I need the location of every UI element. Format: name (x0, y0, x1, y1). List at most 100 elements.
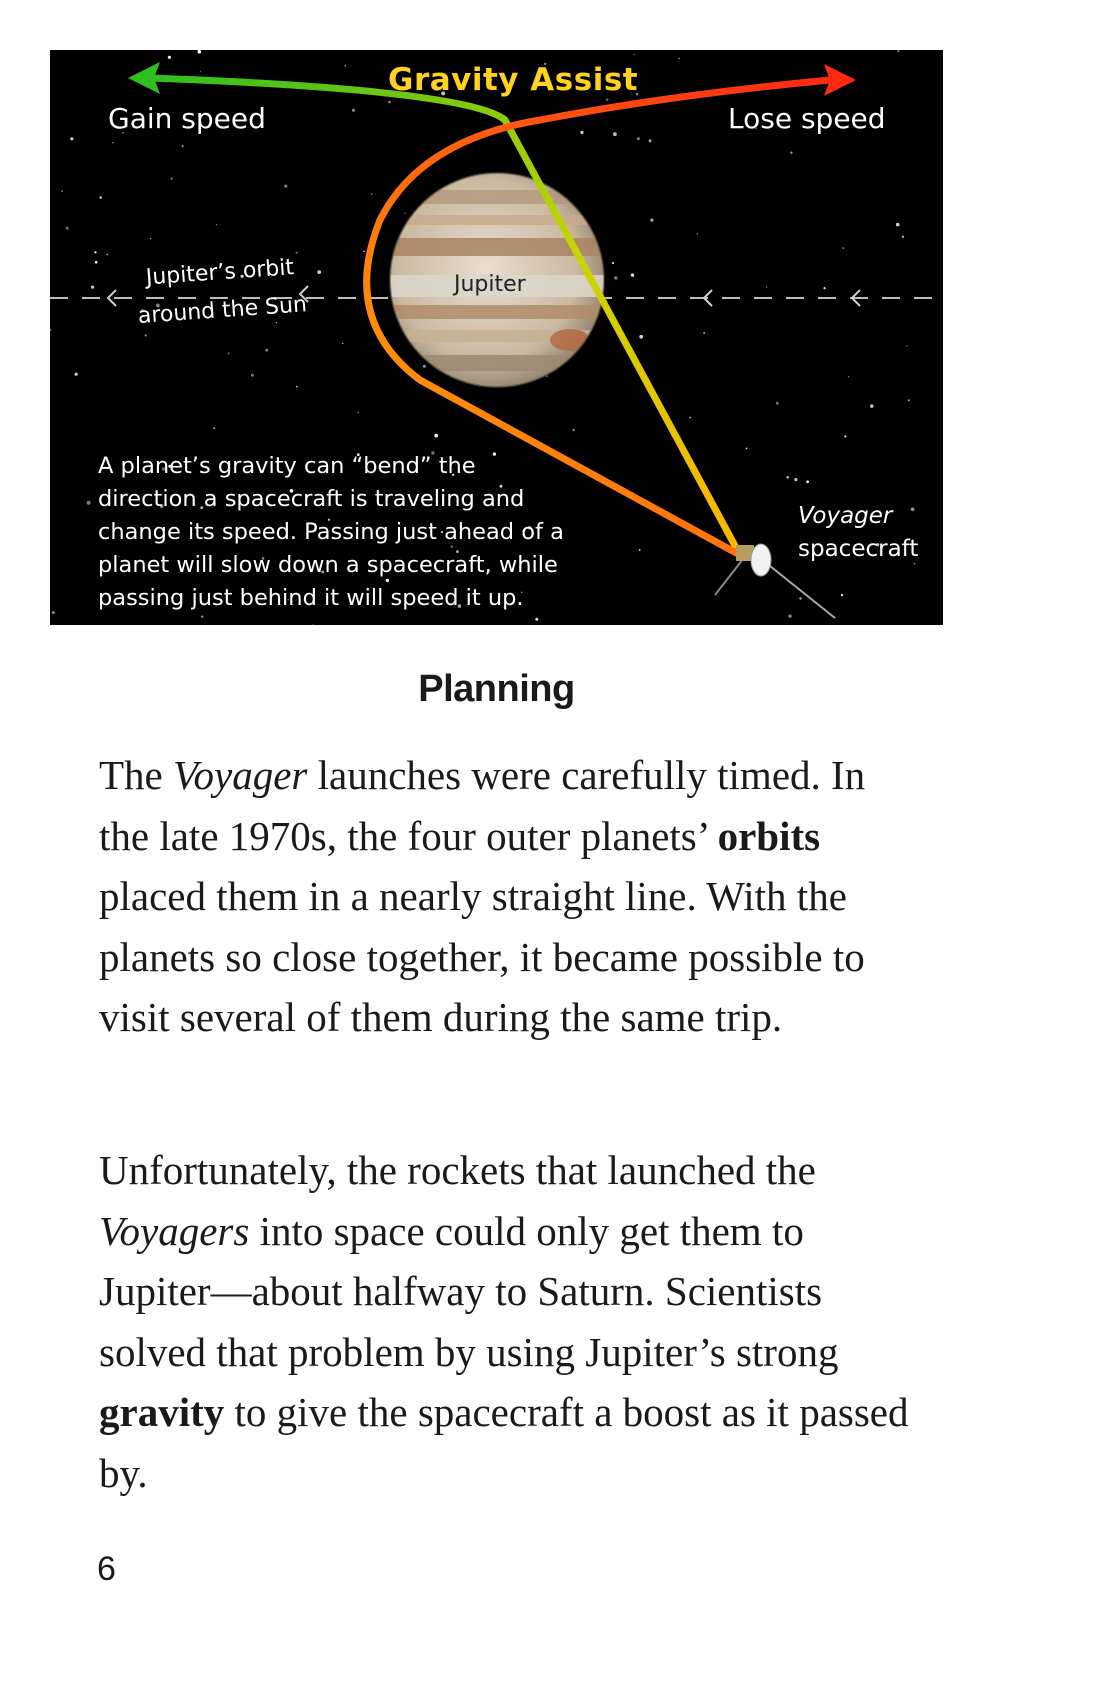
star (786, 476, 789, 479)
star (155, 303, 160, 308)
caption-line: change its speed. Passing just ahead of … (98, 519, 564, 545)
star (199, 70, 202, 73)
lose-arrowhead (824, 64, 856, 96)
star (213, 427, 216, 429)
paragraph-1: The Voyager launches were carefully time… (99, 745, 919, 1048)
star (296, 385, 298, 388)
orbit-label: Jupiter’s orbit around the Sun (137, 255, 308, 336)
star (227, 352, 230, 355)
caption-line: passing just behind it will speed it up. (98, 585, 524, 611)
italic-term: Voyager (173, 752, 308, 798)
star (639, 334, 644, 339)
star (342, 342, 344, 345)
star (440, 530, 444, 534)
text-run: launches were carefully timed. In the la… (99, 752, 866, 859)
star (799, 597, 802, 600)
vocab-term-gravity: gravity (99, 1389, 225, 1435)
star (499, 484, 503, 488)
star (678, 57, 680, 60)
star (149, 238, 152, 240)
star (906, 345, 908, 347)
star (897, 50, 900, 53)
star (457, 604, 462, 608)
star (635, 92, 639, 96)
text-run: into space could only get them to Jupite… (99, 1207, 839, 1375)
star (327, 518, 331, 521)
star (842, 247, 845, 250)
star (240, 274, 244, 278)
star (907, 399, 910, 402)
star (112, 142, 114, 144)
star (844, 435, 847, 438)
star (91, 285, 95, 289)
caption-line: planet will slow down a spacecraft, whil… (98, 552, 558, 578)
lose-speed-trajectory (363, 76, 831, 559)
star (118, 555, 120, 558)
star (65, 226, 69, 230)
jupiter-label: Jupiter (454, 272, 526, 297)
star (201, 615, 204, 618)
star (650, 218, 654, 222)
paragraph-2: Unfortunately, the rockets that launched… (99, 1140, 919, 1503)
star (755, 127, 757, 130)
star (289, 489, 294, 493)
star (847, 376, 850, 378)
star (572, 428, 575, 432)
star (197, 50, 202, 54)
star (696, 233, 698, 235)
star (775, 401, 779, 405)
star (99, 196, 102, 199)
star (422, 364, 426, 368)
orbit-arrowheads (106, 285, 861, 307)
star (806, 480, 809, 484)
star (321, 570, 325, 574)
star (344, 65, 346, 67)
star (520, 591, 523, 593)
star (703, 332, 705, 334)
star (74, 372, 78, 376)
star (263, 594, 266, 597)
star (606, 98, 609, 101)
star (122, 131, 124, 134)
section-heading: Planning (418, 668, 575, 710)
voyager-label-italic: Voyager (798, 503, 893, 529)
figure-caption: A planet’s gravity can “bend” the direct… (98, 450, 568, 615)
star (527, 525, 532, 530)
star (441, 91, 446, 96)
star (901, 235, 905, 238)
star (876, 543, 880, 547)
star (51, 611, 55, 615)
italic-term: Voyagers (99, 1207, 250, 1254)
star (535, 617, 539, 621)
figure-title: Gravity Assist (388, 62, 639, 98)
star (385, 578, 390, 583)
voyager-spacecraft-label: Voyager spacecraft (798, 500, 918, 566)
gain-arrowhead (128, 62, 160, 94)
star (181, 145, 184, 148)
star (456, 550, 459, 553)
gravity-assist-figure: Gravity Assist Gain speed Lose speed Jup… (50, 50, 943, 625)
star (614, 276, 618, 280)
star (370, 193, 373, 196)
star (70, 137, 74, 141)
text-run: to give the spacecraft a boost as it pas… (99, 1389, 909, 1496)
lose-speed-label: Lose speed (728, 102, 886, 135)
star (452, 473, 455, 476)
star (633, 53, 636, 55)
star (689, 416, 692, 419)
star (94, 251, 97, 254)
star (94, 260, 98, 264)
caption-line: A planet’s gravity can “bend” the (98, 453, 476, 479)
spacecraft-label: spacecraft (798, 536, 919, 562)
star (450, 545, 453, 548)
star (630, 273, 635, 277)
star (317, 270, 322, 274)
star (840, 594, 844, 597)
gain-speed-label: Gain speed (108, 102, 266, 135)
page-number: 6 (97, 1550, 116, 1588)
star (613, 132, 617, 137)
star (295, 251, 298, 254)
vocab-term-orbits: orbits (717, 812, 821, 859)
star (275, 321, 278, 324)
star (745, 447, 748, 450)
